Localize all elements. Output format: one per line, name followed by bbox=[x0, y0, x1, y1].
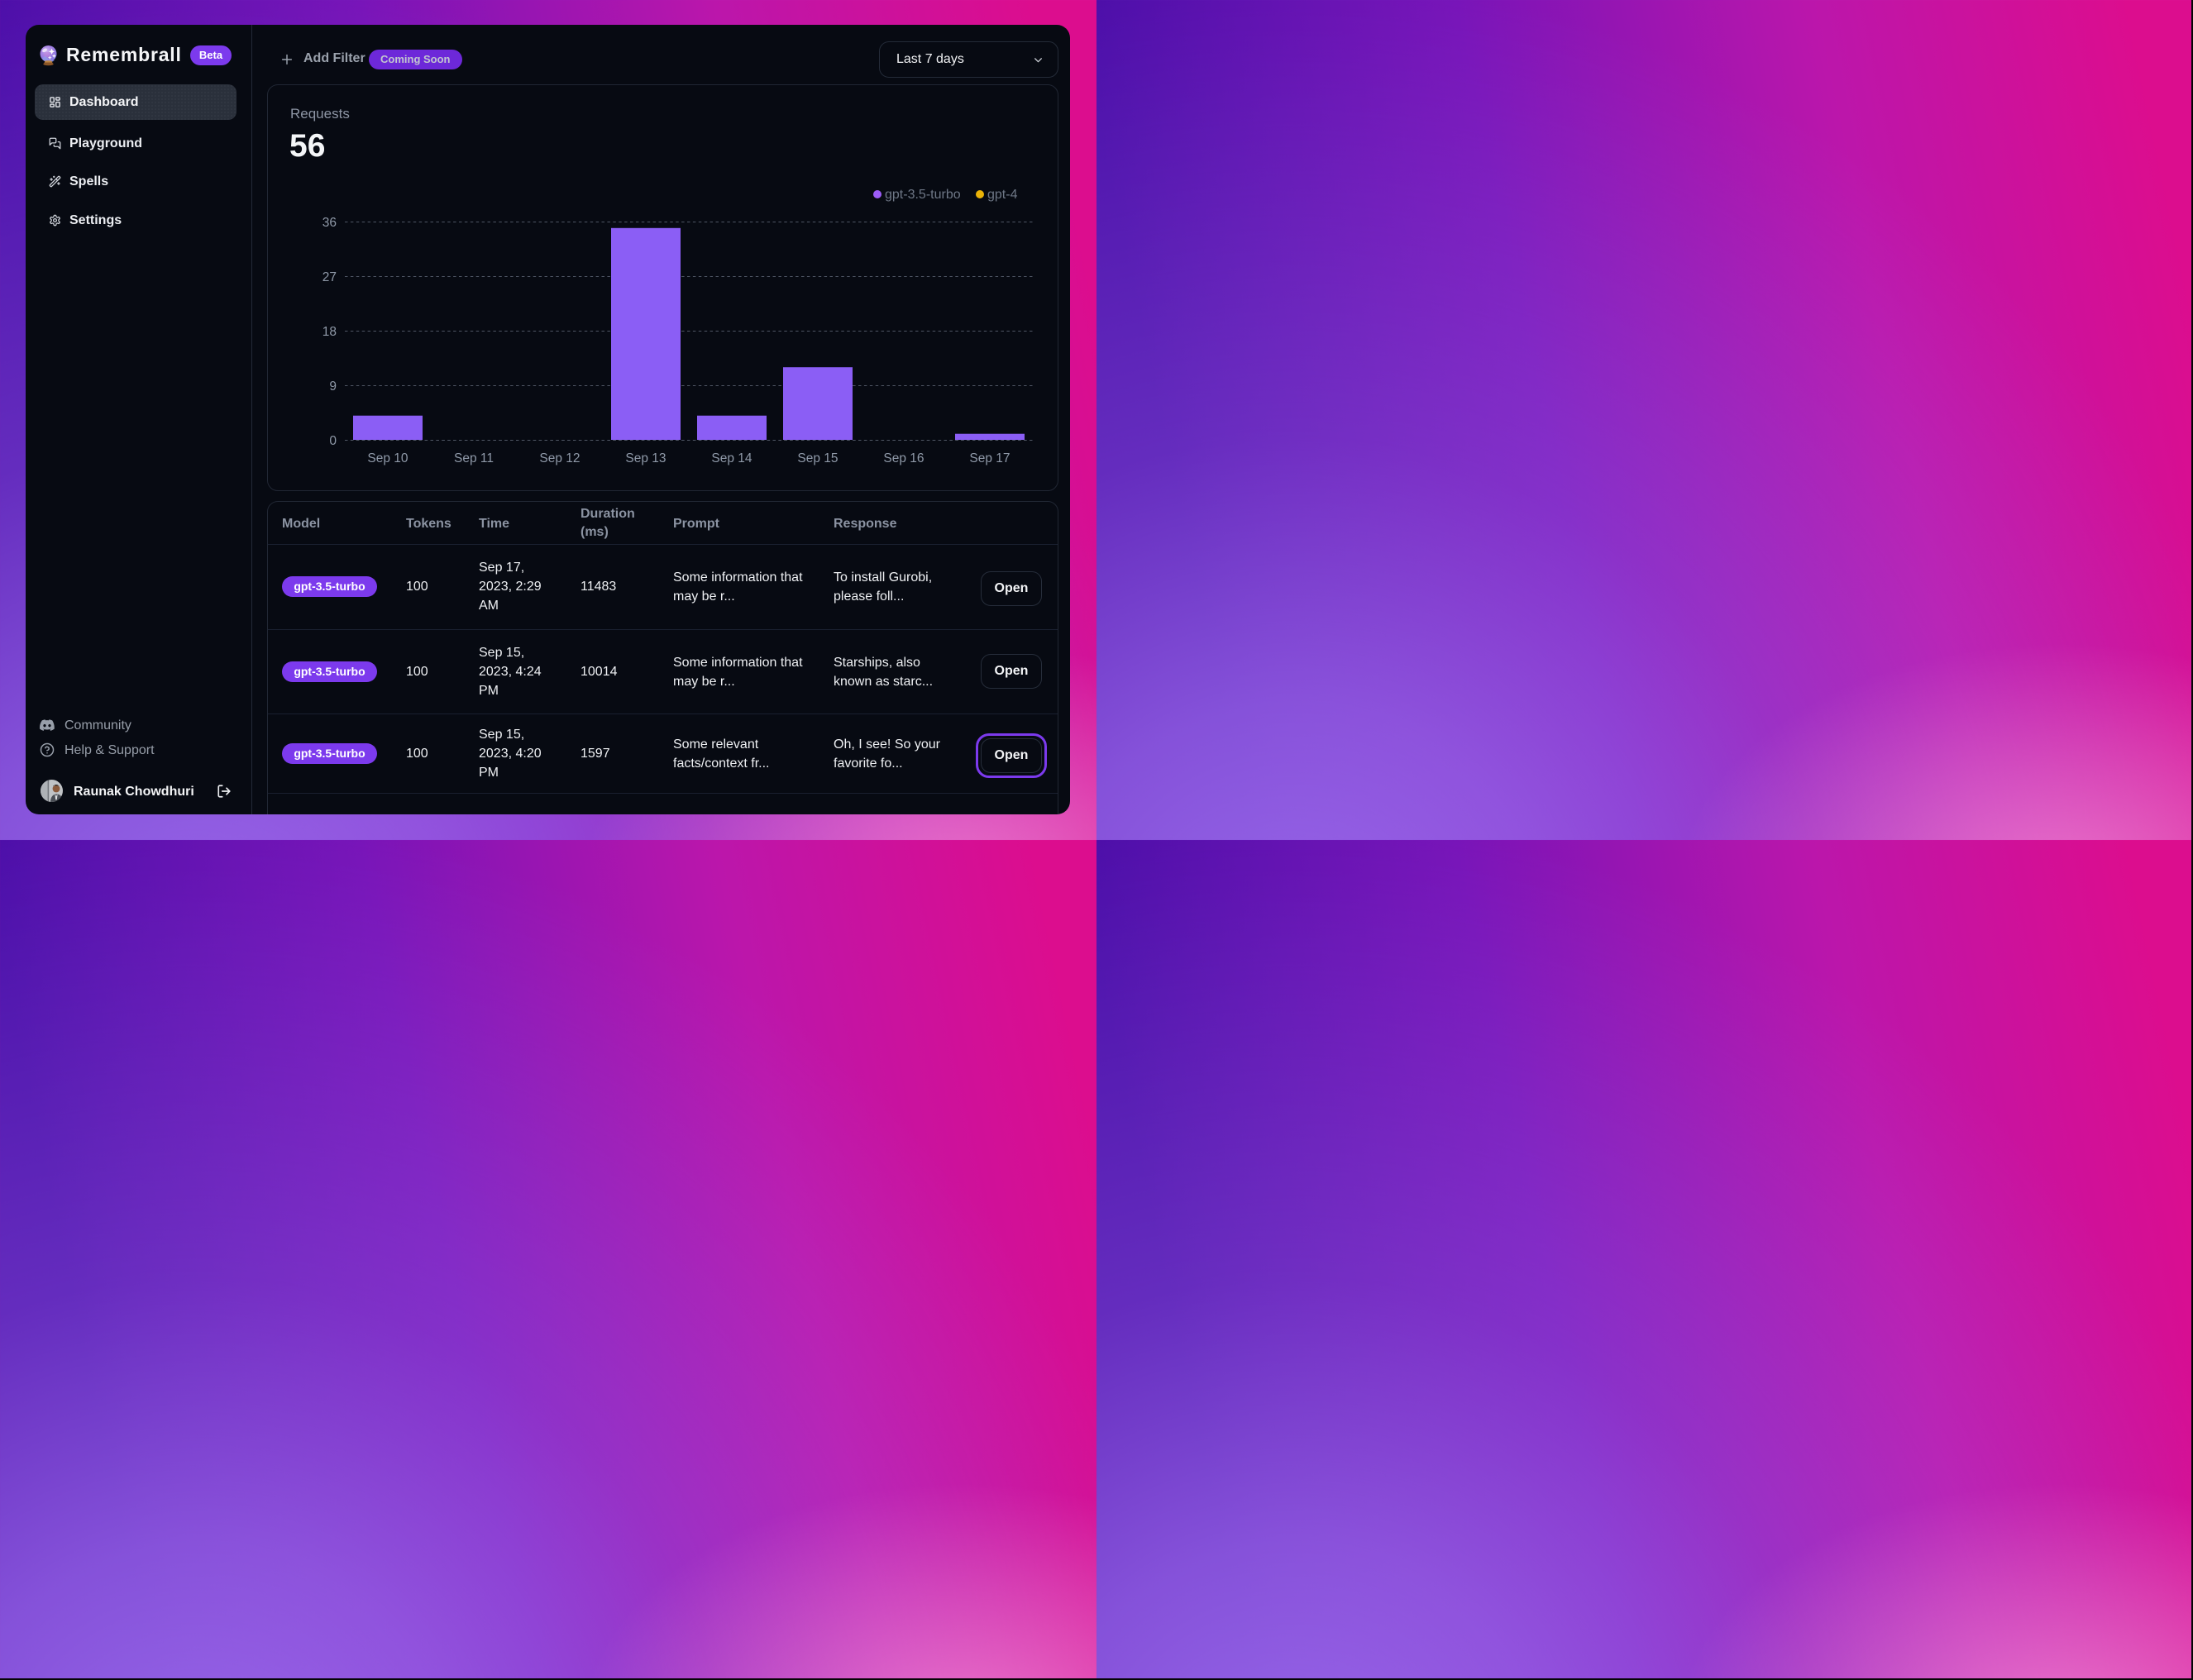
svg-text:Sep 11: Sep 11 bbox=[454, 451, 494, 465]
svg-text:Sep 12: Sep 12 bbox=[539, 451, 580, 465]
svg-text:27: 27 bbox=[322, 270, 337, 284]
svg-text:Sep 16: Sep 16 bbox=[883, 451, 924, 465]
svg-text:Sep 14: Sep 14 bbox=[711, 451, 752, 465]
svg-text:36: 36 bbox=[322, 216, 337, 230]
svg-text:0: 0 bbox=[329, 434, 337, 448]
svg-text:Sep 15: Sep 15 bbox=[797, 451, 838, 465]
svg-text:18: 18 bbox=[322, 325, 337, 339]
svg-text:9: 9 bbox=[329, 379, 337, 394]
svg-text:Sep 17: Sep 17 bbox=[969, 451, 1010, 465]
svg-text:Sep 10: Sep 10 bbox=[367, 451, 408, 465]
svg-text:Sep 13: Sep 13 bbox=[625, 451, 666, 465]
